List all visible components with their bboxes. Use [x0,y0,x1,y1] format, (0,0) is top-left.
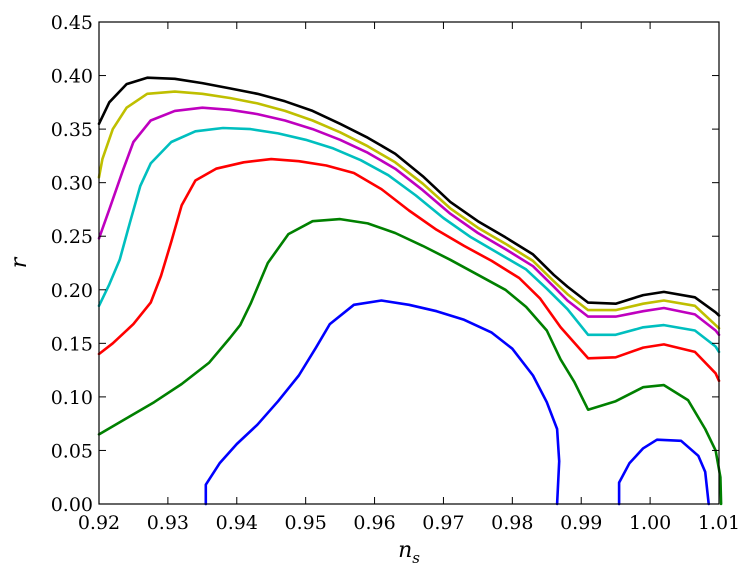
contour-series-4 [97,157,721,383]
y-tick-label: 0.15 [51,333,93,355]
plot-frame [98,21,720,505]
x-tick-label: 0.96 [353,512,395,534]
contour-series-0 [97,76,721,317]
y-tick-label: 0.45 [51,12,93,34]
contour-series-3 [97,126,721,354]
x-tick-label: 0.98 [491,512,533,534]
y-tick-label: 0.35 [51,119,93,141]
y-tick-label: 0.05 [51,440,93,462]
contour-series-6 [204,299,561,506]
contour-series-5 [97,217,723,506]
x-axis-label-subscript: s [412,549,420,567]
y-tick-labels: 0.00 0.05 0.10 0.15 0.20 0.25 0.30 0.35 0.40 0.45 [51,12,93,516]
x-tick-labels: 0.92 0.93 0.94 0.95 0.96 0.97 0.98 0.99 1.00 1.01 [78,512,740,534]
x-tick-label: 0.97 [422,512,464,534]
contour-lines [97,76,723,506]
y-tick-label: 0.00 [51,494,93,516]
contour-series-2 [97,106,721,337]
x-tick-label: 0.94 [216,512,258,534]
y-tick-label: 0.30 [51,173,93,195]
y-tick-label: 0.20 [51,280,93,302]
y-tick-label: 0.25 [51,226,93,248]
x-axis-label: ns [398,538,420,567]
x-tick-label: 0.99 [560,512,602,534]
x-tick-label: 0.92 [78,512,120,534]
x-tick-label: 1.00 [629,512,671,534]
x-tick-label: 0.93 [147,512,189,534]
axis-ticks [98,21,720,505]
x-tick-label: 1.01 [698,512,740,534]
y-tick-label: 0.40 [51,66,93,88]
x-axis-label-main: n [398,538,412,563]
contour-series-7 [617,438,710,506]
contour-series-1 [97,90,721,330]
y-tick-label: 0.10 [51,387,93,409]
x-tick-label: 0.95 [285,512,327,534]
y-axis-label: r [7,256,32,268]
